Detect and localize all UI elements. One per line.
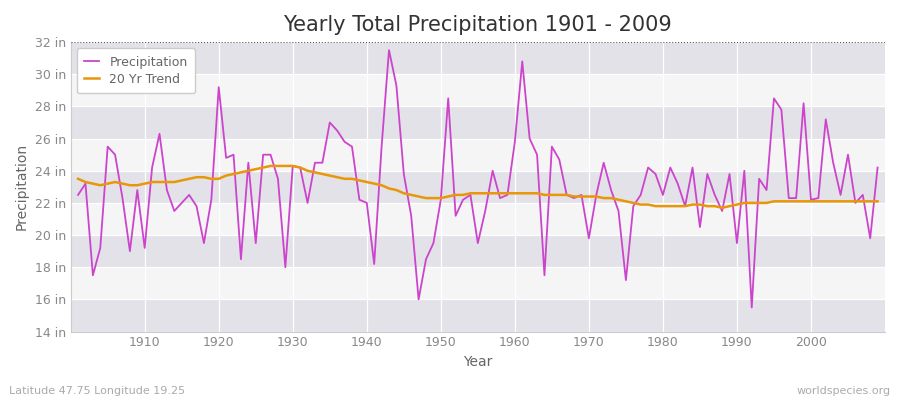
Title: Yearly Total Precipitation 1901 - 2009: Yearly Total Precipitation 1901 - 2009 bbox=[284, 15, 672, 35]
Bar bbox=[71, 42, 885, 74]
20 Yr Trend bbox=[517, 191, 527, 196]
20 Yr Trend bbox=[73, 176, 84, 181]
20 Yr Trend bbox=[302, 168, 313, 173]
Bar bbox=[71, 267, 885, 300]
Precipitation bbox=[746, 305, 757, 310]
Precipitation bbox=[295, 165, 306, 170]
Precipitation bbox=[509, 140, 520, 144]
Bar bbox=[71, 139, 885, 171]
Precipitation bbox=[132, 188, 143, 192]
20 Yr Trend bbox=[606, 196, 616, 200]
Precipitation bbox=[872, 165, 883, 170]
Precipitation bbox=[606, 188, 616, 192]
Line: 20 Yr Trend: 20 Yr Trend bbox=[78, 166, 878, 208]
Precipitation bbox=[73, 192, 84, 197]
Bar bbox=[71, 203, 885, 235]
Precipitation bbox=[339, 140, 350, 144]
20 Yr Trend bbox=[266, 164, 276, 168]
Bar bbox=[71, 171, 885, 203]
Text: Latitude 47.75 Longitude 19.25: Latitude 47.75 Longitude 19.25 bbox=[9, 386, 185, 396]
Bar bbox=[71, 106, 885, 139]
20 Yr Trend bbox=[716, 205, 727, 210]
Bar bbox=[71, 235, 885, 267]
20 Yr Trend bbox=[509, 191, 520, 196]
Bar bbox=[71, 74, 885, 106]
Legend: Precipitation, 20 Yr Trend: Precipitation, 20 Yr Trend bbox=[76, 48, 195, 93]
Bar bbox=[71, 300, 885, 332]
Precipitation bbox=[517, 59, 527, 64]
20 Yr Trend bbox=[346, 176, 357, 181]
20 Yr Trend bbox=[132, 183, 143, 188]
Precipitation bbox=[383, 48, 394, 52]
X-axis label: Year: Year bbox=[464, 355, 492, 369]
Y-axis label: Precipitation: Precipitation bbox=[15, 143, 29, 230]
Line: Precipitation: Precipitation bbox=[78, 50, 878, 308]
20 Yr Trend bbox=[872, 199, 883, 204]
Text: worldspecies.org: worldspecies.org bbox=[796, 386, 891, 396]
